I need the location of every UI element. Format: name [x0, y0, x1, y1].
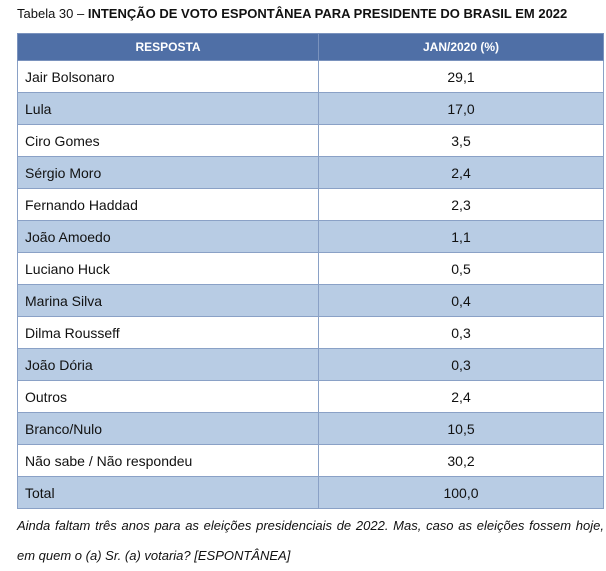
response-cell: Jair Bolsonaro: [17, 60, 319, 93]
response-cell: Não sabe / Não respondeu: [17, 444, 319, 477]
value-cell: 2,4: [318, 156, 604, 189]
table-row: Dilma Rousseff 0,3: [17, 316, 604, 349]
value-cell: 2,3: [318, 188, 604, 221]
value-cell: 29,1: [318, 60, 604, 93]
table-row: João Dória 0,3: [17, 348, 604, 381]
response-cell: Luciano Huck: [17, 252, 319, 285]
table-row: Branco/Nulo 10,5: [17, 412, 604, 445]
response-cell: Sérgio Moro: [17, 156, 319, 189]
response-cell: João Dória: [17, 348, 319, 381]
table-row: Luciano Huck 0,5: [17, 252, 604, 285]
response-cell: Dilma Rousseff: [17, 316, 319, 349]
value-cell: 2,4: [318, 380, 604, 413]
table-row: Jair Bolsonaro 29,1: [17, 60, 604, 93]
header-cell: JAN/2020 (%): [318, 33, 604, 61]
value-cell: 100,0: [318, 476, 604, 509]
response-cell: Ciro Gomes: [17, 124, 319, 157]
table-row: Lula 17,0: [17, 92, 604, 125]
header-cell: RESPOSTA: [17, 33, 319, 61]
response-cell: Marina Silva: [17, 284, 319, 317]
results-table: RESPOSTA JAN/2020 (%) Jair Bolsonaro 29,1…: [17, 33, 604, 509]
value-cell: 0,3: [318, 316, 604, 349]
value-cell: 0,4: [318, 284, 604, 317]
table-row: Não sabe / Não respondeu 30,2: [17, 444, 604, 477]
table-row: João Amoedo 1,1: [17, 220, 604, 253]
table-row: Fernando Haddad 2,3: [17, 188, 604, 221]
footnote: Ainda faltam três anos para as eleições …: [17, 518, 604, 563]
table-row: Total 100,0: [17, 476, 604, 509]
value-cell: 10,5: [318, 412, 604, 445]
title-label: Tabela 30 –: [17, 6, 85, 21]
table-row: Marina Silva 0,4: [17, 284, 604, 317]
table-row: Outros 2,4: [17, 380, 604, 413]
value-cell: 0,3: [318, 348, 604, 381]
value-cell: 1,1: [318, 220, 604, 253]
table-row: Sérgio Moro 2,4: [17, 156, 604, 189]
response-cell: Fernando Haddad: [17, 188, 319, 221]
response-cell: Branco/Nulo: [17, 412, 319, 445]
header-row: RESPOSTA JAN/2020 (%): [17, 33, 604, 61]
table-title: Tabela 30 – INTENÇÃO DE VOTO ESPONTÂNEA …: [17, 6, 567, 21]
response-cell: Total: [17, 476, 319, 509]
table-body: Jair Bolsonaro 29,1 Lula 17,0 Ciro Gomes 3,5 S…: [17, 60, 604, 509]
response-cell: Lula: [17, 92, 319, 125]
response-cell: João Amoedo: [17, 220, 319, 253]
table-row: Ciro Gomes 3,5: [17, 124, 604, 157]
value-cell: 3,5: [318, 124, 604, 157]
value-cell: 17,0: [318, 92, 604, 125]
value-cell: 30,2: [318, 444, 604, 477]
title-text: INTENÇÃO DE VOTO ESPONTÂNEA PARA PRESIDE…: [87, 6, 568, 21]
response-cell: Outros: [17, 380, 319, 413]
value-cell: 0,5: [318, 252, 604, 285]
